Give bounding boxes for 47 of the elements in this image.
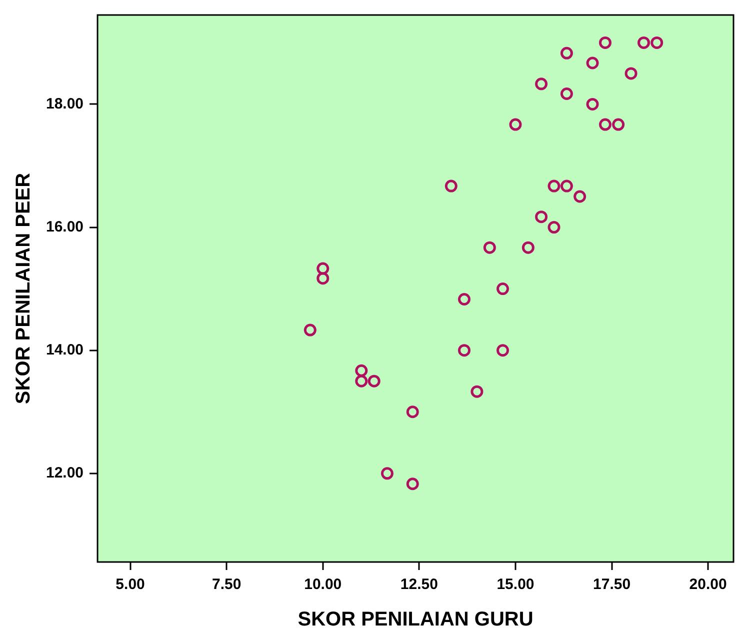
point xyxy=(458,344,470,357)
point xyxy=(650,36,664,49)
point xyxy=(496,344,510,357)
point xyxy=(548,221,560,234)
point xyxy=(406,406,419,418)
point xyxy=(574,190,586,203)
point xyxy=(586,56,599,70)
point xyxy=(406,478,419,490)
point xyxy=(535,210,548,224)
x-tick-label: 20.00 xyxy=(689,576,727,594)
x-tick-label: 12.50 xyxy=(400,576,438,594)
point xyxy=(316,262,330,275)
x-tick-label: 7.50 xyxy=(212,576,242,594)
point xyxy=(560,88,573,100)
x-tick-label: 15.00 xyxy=(496,576,534,594)
x-tick-label: 10.00 xyxy=(304,576,342,594)
point xyxy=(560,180,573,192)
y-tick-label: 12.00 xyxy=(46,464,84,482)
point xyxy=(355,364,368,377)
point xyxy=(522,241,534,254)
x-tick-label: 5.00 xyxy=(116,576,145,594)
point xyxy=(483,241,496,254)
point xyxy=(509,118,522,131)
y-tick-label: 14.00 xyxy=(46,341,84,358)
point xyxy=(444,180,458,192)
point xyxy=(612,118,625,131)
point xyxy=(458,293,470,306)
y-tick-label: 18.00 xyxy=(46,95,84,112)
point xyxy=(304,324,316,336)
point xyxy=(624,67,638,80)
y-axis-title: SKOR PENILAIAN PEER xyxy=(12,172,35,404)
point xyxy=(380,467,394,480)
point xyxy=(355,374,368,388)
point xyxy=(598,36,612,49)
point xyxy=(368,374,380,388)
x-axis-title: SKOR PENILAIAN GURU xyxy=(298,608,534,631)
point xyxy=(548,180,560,192)
point xyxy=(535,78,548,90)
point xyxy=(586,98,599,110)
point xyxy=(316,272,330,285)
x-tick-label: 17.50 xyxy=(593,576,631,594)
point xyxy=(638,36,650,49)
y-tick-label: 16.00 xyxy=(46,218,84,236)
point xyxy=(598,118,612,131)
point xyxy=(496,282,510,296)
point xyxy=(560,46,573,60)
point xyxy=(470,385,484,398)
